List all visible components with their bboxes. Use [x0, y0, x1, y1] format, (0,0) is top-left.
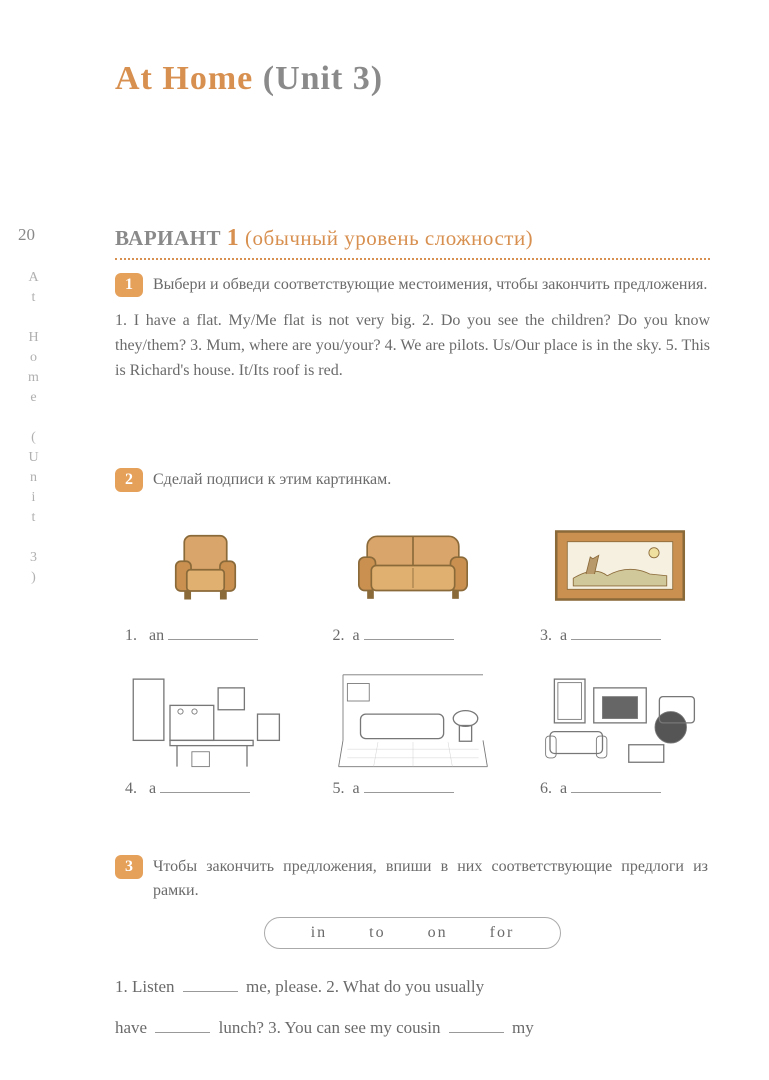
variant-word: ВАРИАНТ	[115, 226, 221, 250]
picture-frame-icon	[535, 510, 705, 620]
pic-cell-5: 5. a	[323, 663, 503, 798]
pic-article-6: a	[560, 780, 567, 797]
side-label: At Home (Unit 3)	[25, 270, 41, 590]
pic-article-3: a	[560, 627, 567, 644]
living-room-icon	[535, 663, 705, 773]
blank-prep-2[interactable]	[155, 1019, 210, 1033]
blank-1[interactable]	[168, 626, 258, 640]
ex3-p1b: me, please. 2. What do you usually	[242, 977, 484, 996]
blank-3[interactable]	[571, 626, 661, 640]
prep-on: on	[428, 924, 448, 941]
pic-num-2: 2.	[333, 627, 345, 644]
sofa-icon	[328, 510, 498, 620]
exercise-1: 1 Выбери и обведи соответствующие местои…	[115, 273, 710, 383]
preposition-box: in to on for	[264, 917, 562, 949]
exercise-badge-3: 3	[115, 855, 143, 879]
ex3-p1a: 1. Listen	[115, 977, 179, 996]
pic-cell-1: 1. an	[115, 510, 295, 645]
pic-article-2: a	[353, 627, 360, 644]
pic-label-3: 3. a	[530, 626, 710, 645]
pic-cell-6: 6. a	[530, 663, 710, 798]
page-number: 20	[18, 225, 35, 245]
pic-label-5: 5. a	[323, 779, 503, 798]
pic-cell-3: 3. a	[530, 510, 710, 645]
blank-4[interactable]	[160, 779, 250, 793]
pic-cell-2: 2. a	[323, 510, 503, 645]
ex3-p2a: have	[115, 1018, 151, 1037]
pic-num-4: 4.	[125, 780, 137, 797]
pic-num-5: 5.	[333, 780, 345, 797]
prep-to: to	[369, 924, 385, 941]
blank-6[interactable]	[571, 779, 661, 793]
blank-2[interactable]	[364, 626, 454, 640]
pic-article-4: a	[149, 780, 156, 797]
variant-subtitle: (обычный уровень сложности)	[245, 226, 533, 250]
armchair-icon	[120, 510, 290, 620]
ex3-p2b: lunch? 3. You can see my cousin	[214, 1018, 444, 1037]
pic-article-1: an	[149, 627, 164, 644]
pic-num-1: 1.	[125, 627, 137, 644]
variant-number: 1	[227, 225, 240, 251]
exercise-3-instruction: Чтобы закончить предложения, впиши в них…	[153, 855, 708, 903]
pic-label-1: 1. an	[115, 626, 295, 645]
kitchen-icon	[120, 663, 290, 773]
pic-cell-4: 4. a	[115, 663, 295, 798]
blank-prep-3[interactable]	[449, 1019, 504, 1033]
divider	[115, 258, 710, 260]
title-main: At Home	[115, 60, 253, 97]
exercise-badge-1: 1	[115, 273, 143, 297]
prep-for: for	[490, 924, 515, 941]
pic-num-3: 3.	[540, 627, 552, 644]
pic-article-5: a	[353, 780, 360, 797]
exercise-2: 2 Сделай подписи к этим картинкам. 1. an	[115, 468, 710, 798]
pic-num-6: 6.	[540, 780, 552, 797]
variant-header: ВАРИАНТ 1 (обычный уровень сложности)	[115, 225, 533, 252]
exercise-1-instruction: Выбери и обведи соответствующие местоиме…	[153, 273, 708, 297]
pic-label-4: 4. a	[115, 779, 295, 798]
exercise-badge-2: 2	[115, 468, 143, 492]
page-title: At Home (Unit 3)	[115, 60, 383, 98]
picture-row-1: 1. an 2. a	[115, 510, 710, 645]
pic-label-2: 2. a	[323, 626, 503, 645]
bathroom-icon	[328, 663, 498, 773]
exercise-3: 3 Чтобы закончить предложения, впиши в н…	[115, 855, 710, 1049]
exercise-1-body: 1. I have a flat. My/Me flat is not very…	[115, 309, 710, 383]
title-unit: (Unit 3)	[263, 60, 383, 97]
exercise-3-body: 1. Listen me, please. 2. What do you usu…	[115, 967, 710, 1049]
pic-label-6: 6. a	[530, 779, 710, 798]
prep-in: in	[311, 924, 327, 941]
picture-row-2: 4. a	[115, 663, 710, 798]
exercise-2-instruction: Сделай подписи к этим картинкам.	[153, 468, 708, 492]
ex3-p2c: my	[508, 1018, 534, 1037]
blank-5[interactable]	[364, 779, 454, 793]
blank-prep-1[interactable]	[183, 978, 238, 992]
